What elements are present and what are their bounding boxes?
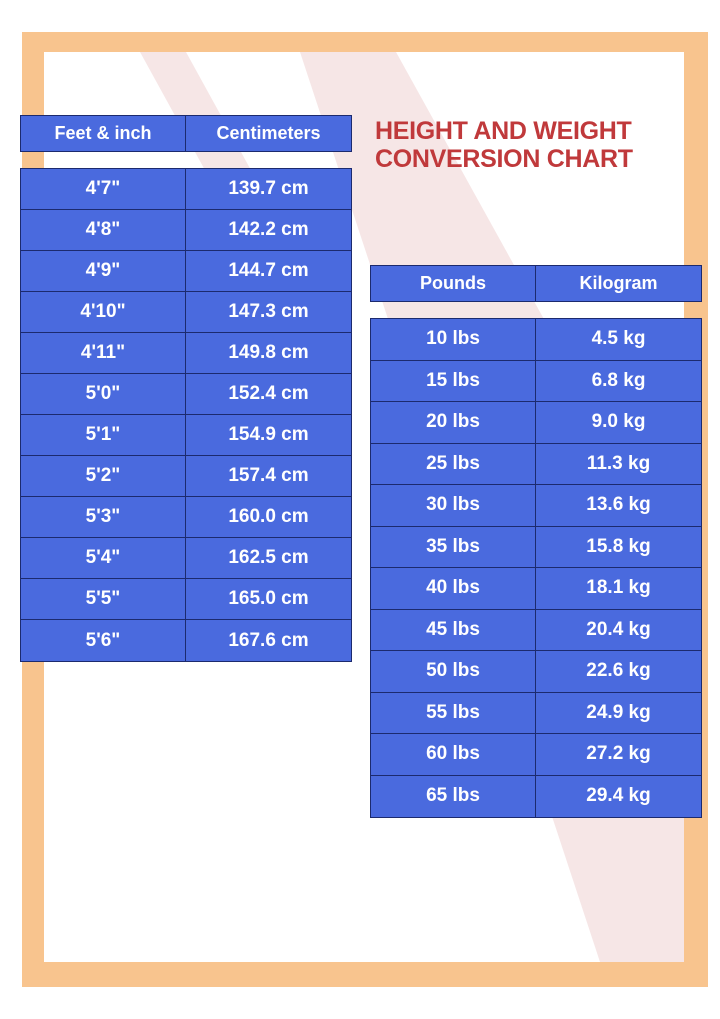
- table-row: 45 lbs 20.4 kg: [371, 609, 701, 651]
- table-cell: 35 lbs: [371, 526, 536, 567]
- header-cell: Kilogram: [579, 273, 658, 293]
- table-cell: 55 lbs: [371, 692, 536, 733]
- table-row: 4'10" 147.3 cm: [21, 292, 351, 333]
- page-title: HEIGHT AND WEIGHT CONVERSION CHART: [375, 117, 633, 173]
- table-cell: 162.5 cm: [228, 547, 309, 568]
- table-cell: 5'5": [21, 579, 186, 619]
- table-cell: 45 lbs: [371, 609, 536, 650]
- table-cell: 22.6 kg: [586, 660, 651, 682]
- table-cell: 9.0 kg: [591, 411, 646, 433]
- table-cell: 4.5 kg: [591, 328, 646, 350]
- table-row: 5'6" 167.6 cm: [21, 620, 351, 661]
- table-cell: 160.0 cm: [228, 506, 309, 527]
- table-row: 10 lbs 4.5 kg: [371, 319, 701, 361]
- table-row: 20 lbs 9.0 kg: [371, 402, 701, 444]
- table-body: 10 lbs 4.5 kg 15 lbs 6.8 kg 20 lbs 9.0 kg 25 l…: [370, 318, 702, 818]
- table-cell: 20 lbs: [371, 402, 536, 443]
- table-cell: 65 lbs: [371, 775, 536, 817]
- header-cell: Feet & inch: [21, 116, 186, 151]
- table-cell: 25 lbs: [371, 443, 536, 484]
- table-row: 25 lbs 11.3 kg: [371, 443, 701, 485]
- table-row: 55 lbs 24.9 kg: [371, 692, 701, 734]
- table-cell: 40 lbs: [371, 568, 536, 609]
- header-cell: Centimeters: [216, 123, 321, 143]
- table-cell: 13.6 kg: [586, 494, 651, 516]
- table-cell: 167.6 cm: [228, 629, 309, 651]
- table-cell: 5'2": [21, 456, 186, 496]
- table-row: 50 lbs 22.6 kg: [371, 651, 701, 693]
- table-cell: 10 lbs: [371, 319, 536, 360]
- header-cell: Pounds: [371, 266, 536, 301]
- table-row: 30 lbs 13.6 kg: [371, 485, 701, 527]
- table-cell: 5'0": [21, 374, 186, 414]
- title-line: HEIGHT AND WEIGHT: [375, 117, 632, 145]
- table-cell: 4'8": [21, 210, 186, 250]
- table-row: 4'7" 139.7 cm: [21, 169, 351, 210]
- table-cell: 4'9": [21, 251, 186, 291]
- table-cell: 15 lbs: [371, 360, 536, 401]
- table-row: 65 lbs 29.4 kg: [371, 775, 701, 817]
- table-cell: 29.4 kg: [586, 785, 651, 807]
- table-cell: 139.7 cm: [228, 178, 309, 199]
- table-header: Pounds Kilogram: [370, 265, 702, 302]
- table-cell: 5'3": [21, 497, 186, 537]
- table-cell: 5'4": [21, 538, 186, 578]
- table-row: 4'9" 144.7 cm: [21, 251, 351, 292]
- table-row: 4'11" 149.8 cm: [21, 333, 351, 374]
- table-cell: 4'7": [21, 169, 186, 209]
- table-cell: 27.2 kg: [586, 743, 651, 765]
- table-cell: 50 lbs: [371, 651, 536, 692]
- table-row: 40 lbs 18.1 kg: [371, 568, 701, 610]
- table-cell: 11.3 kg: [586, 452, 651, 474]
- table-cell: 142.2 cm: [228, 219, 309, 240]
- table-cell: 4'10": [21, 292, 186, 332]
- table-cell: 15.8 kg: [586, 535, 651, 557]
- table-cell: 18.1 kg: [586, 577, 651, 599]
- height-conversion-table: Feet & inch Centimeters 4'7" 139.7 cm 4'8"…: [20, 115, 352, 662]
- table-cell: 157.4 cm: [228, 465, 309, 486]
- table-cell: 147.3 cm: [228, 301, 309, 322]
- table-header: Feet & inch Centimeters: [20, 115, 352, 152]
- table-row: 4'8" 142.2 cm: [21, 210, 351, 251]
- table-cell: 154.9 cm: [228, 424, 309, 445]
- table-cell: 144.7 cm: [228, 260, 309, 281]
- table-cell: 149.8 cm: [228, 342, 309, 363]
- table-row: 5'4" 162.5 cm: [21, 538, 351, 579]
- table-cell: 4'11": [21, 333, 186, 373]
- table-cell: 60 lbs: [371, 734, 536, 775]
- table-body: 4'7" 139.7 cm 4'8" 142.2 cm 4'9" 144.7 cm 4'10…: [20, 168, 352, 662]
- table-row: 15 lbs 6.8 kg: [371, 360, 701, 402]
- weight-conversion-table: Pounds Kilogram 10 lbs 4.5 kg 15 lbs 6.8 kg…: [370, 265, 702, 818]
- table-cell: 24.9 kg: [586, 701, 651, 723]
- table-row: 5'0" 152.4 cm: [21, 374, 351, 415]
- table-cell: 6.8 kg: [591, 369, 646, 391]
- table-row: 5'5" 165.0 cm: [21, 579, 351, 620]
- table-cell: 152.4 cm: [228, 383, 309, 404]
- table-row: 35 lbs 15.8 kg: [371, 526, 701, 568]
- table-cell: 30 lbs: [371, 485, 536, 526]
- title-line: CONVERSION CHART: [375, 145, 633, 173]
- table-row: 5'1" 154.9 cm: [21, 415, 351, 456]
- table-row: 5'3" 160.0 cm: [21, 497, 351, 538]
- table-cell: 5'6": [21, 620, 186, 661]
- table-cell: 20.4 kg: [586, 618, 651, 640]
- table-cell: 165.0 cm: [228, 588, 309, 609]
- table-cell: 5'1": [21, 415, 186, 455]
- table-row: 60 lbs 27.2 kg: [371, 734, 701, 776]
- table-row: 5'2" 157.4 cm: [21, 456, 351, 497]
